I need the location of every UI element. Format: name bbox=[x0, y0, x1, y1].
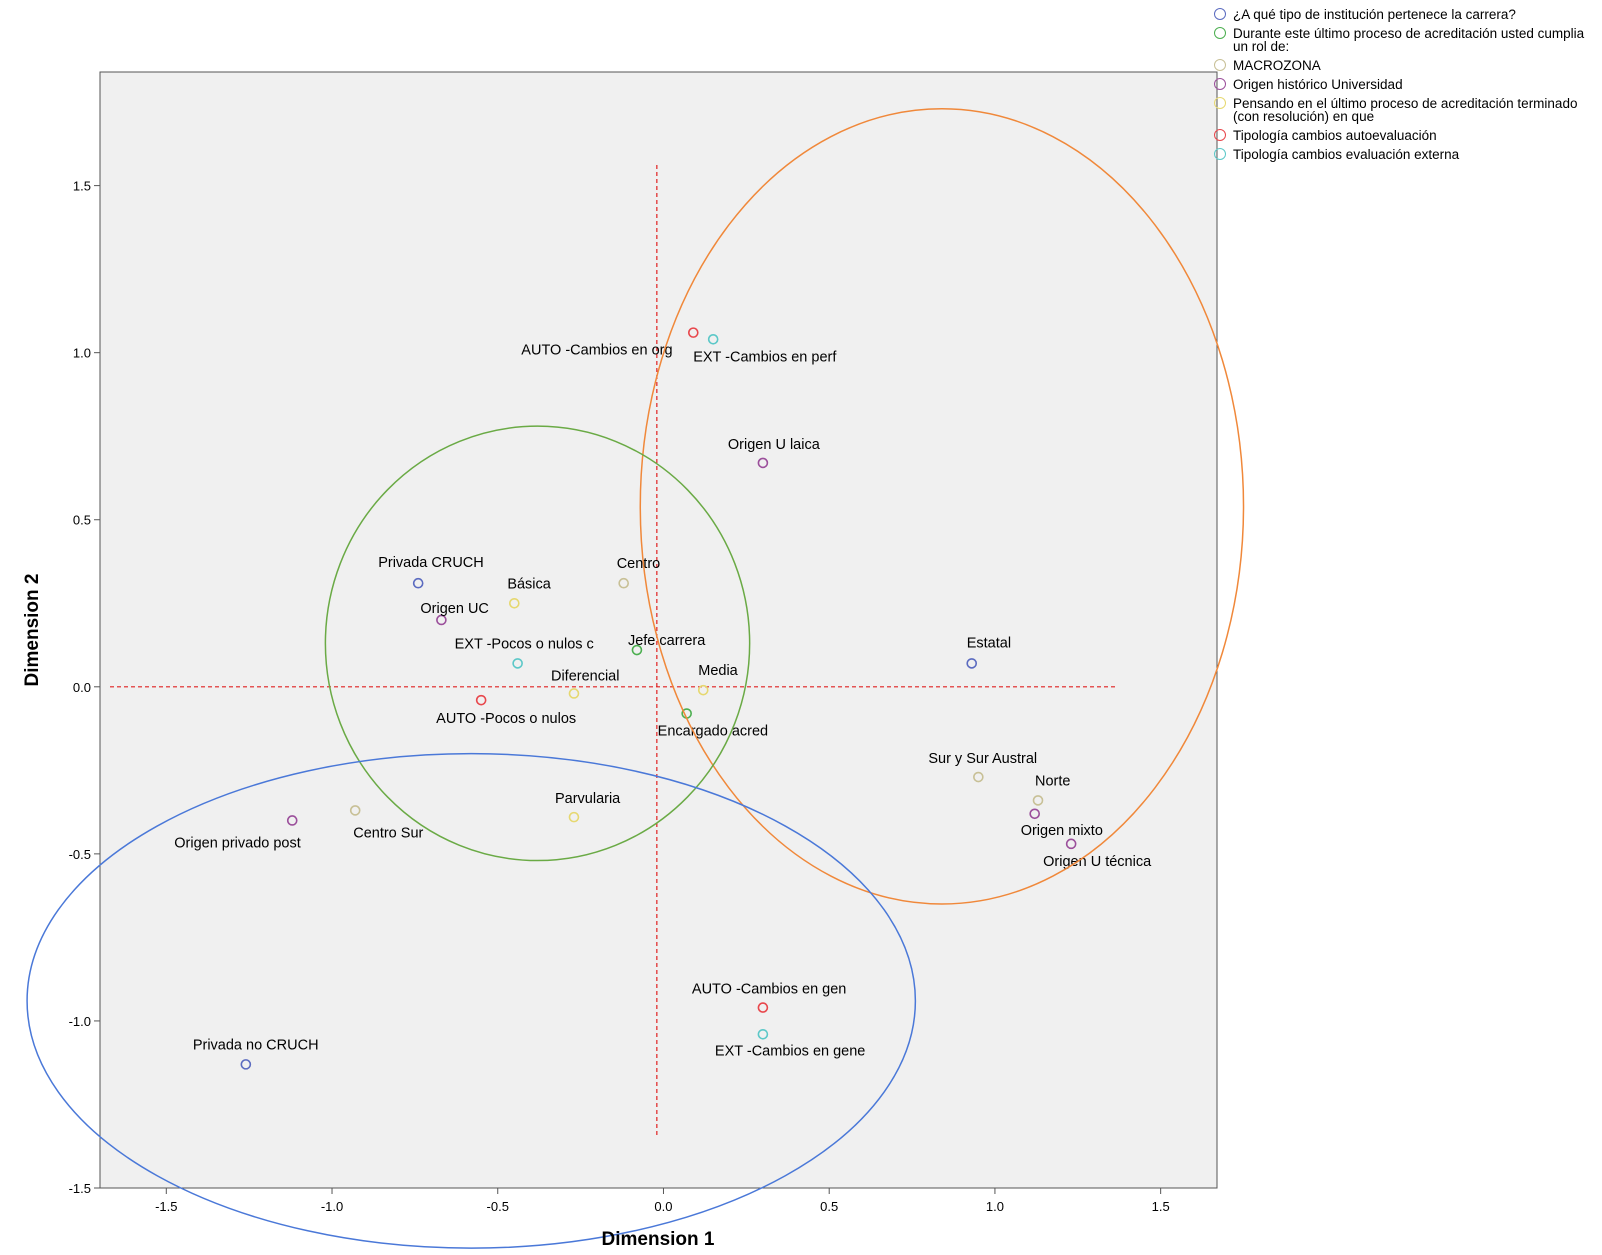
point-marker bbox=[757, 1002, 769, 1013]
point-label: Encargado acred bbox=[658, 724, 768, 740]
point-label: Origen U técnica bbox=[1043, 854, 1152, 870]
point-marker bbox=[1065, 838, 1077, 850]
point-label: EXT -Cambios en gene bbox=[715, 1043, 865, 1059]
y-tick-label: -0.5 bbox=[69, 847, 91, 862]
point-marker bbox=[349, 805, 361, 816]
point-marker bbox=[757, 457, 769, 469]
legend-marker-icon bbox=[1214, 27, 1226, 39]
legend-item: Origen histórico Universidad bbox=[1212, 78, 1600, 91]
point-marker bbox=[412, 577, 424, 589]
legend-item: ¿A qué tipo de institución pertenece la … bbox=[1212, 8, 1600, 21]
legend: ¿A qué tipo de institución pertenece la … bbox=[1212, 8, 1600, 167]
points-layer: Privada CRUCH Estatal Privada no CRUCH Jefe… bbox=[174, 327, 1152, 1070]
point-label: Origen mixto bbox=[1021, 823, 1103, 839]
point-marker bbox=[966, 658, 978, 669]
reference-lines bbox=[110, 165, 1118, 1137]
point-marker bbox=[509, 597, 520, 609]
legend-marker-icon bbox=[1214, 59, 1226, 71]
green-ellipse bbox=[324, 425, 751, 862]
point-marker bbox=[1029, 808, 1041, 820]
point-label: Diferencial bbox=[551, 668, 620, 684]
point-marker bbox=[475, 694, 487, 706]
point-marker bbox=[568, 688, 580, 699]
point-marker bbox=[512, 658, 523, 669]
point-label: AUTO -Cambios en org bbox=[521, 343, 672, 359]
legend-label: MACROZONA bbox=[1233, 58, 1321, 73]
legend-item: Pensando en el último proceso de acredit… bbox=[1212, 97, 1600, 123]
legend-item: Tipología cambios autoevaluación bbox=[1212, 129, 1600, 142]
legend-item: Durante este último proceso de acreditac… bbox=[1212, 27, 1600, 53]
x-tick-label: -1.0 bbox=[321, 1199, 343, 1214]
point-marker bbox=[707, 334, 719, 345]
point-marker bbox=[436, 614, 447, 626]
legend-item: Tipología cambios evaluación externa bbox=[1212, 148, 1600, 161]
legend-marker-icon bbox=[1214, 129, 1226, 141]
point-label: Origen UC bbox=[420, 601, 489, 617]
legend-marker-icon bbox=[1214, 78, 1226, 90]
x-tick-label: -1.5 bbox=[155, 1199, 177, 1214]
point-marker bbox=[286, 815, 298, 826]
x-tick-label: 1.0 bbox=[986, 1199, 1004, 1214]
legend-marker-icon bbox=[1214, 97, 1226, 109]
point-label: AUTO -Cambios en gen bbox=[692, 982, 846, 998]
point-marker bbox=[688, 327, 699, 338]
axis-ticks: -1.5 -1.0 -0.5 0.0 0.5 1.0 1.5 -1.5 -1.0 -0.5 0.0 0… bbox=[69, 179, 1170, 1214]
y-tick-label: 1.5 bbox=[73, 179, 91, 194]
legend-marker-icon bbox=[1214, 148, 1226, 160]
legend-label: Tipología cambios autoevaluación bbox=[1233, 128, 1437, 143]
y-axis-title: Dimension 2 bbox=[22, 574, 43, 687]
x-axis-title: Dimension 1 bbox=[602, 1229, 715, 1250]
point-label: Origen privado post bbox=[174, 835, 301, 851]
blue-ellipse bbox=[26, 752, 917, 1249]
point-label: EXT -Cambios en perf bbox=[693, 349, 837, 365]
point-label: Parvularia bbox=[555, 791, 621, 807]
legend-label: ¿A qué tipo de institución pertenece la … bbox=[1233, 7, 1516, 22]
point-label: Privada no CRUCH bbox=[193, 1037, 319, 1053]
legend-label: Tipología cambios evaluación externa bbox=[1233, 147, 1460, 162]
y-tick-label: -1.0 bbox=[69, 1014, 91, 1029]
point-marker bbox=[757, 1028, 769, 1040]
point-marker bbox=[697, 684, 709, 696]
legend-label: Durante este último proceso de acreditac… bbox=[1233, 26, 1585, 54]
point-marker bbox=[631, 644, 643, 656]
point-label: Centro Sur bbox=[353, 825, 423, 841]
y-tick-label: 0.0 bbox=[73, 680, 91, 695]
legend-label: Pensando en el último proceso de acredit… bbox=[1233, 96, 1578, 124]
ellipses-layer bbox=[26, 108, 1245, 1249]
legend-item: MACROZONA bbox=[1212, 59, 1600, 72]
point-label: Básica bbox=[507, 576, 551, 592]
x-tick-label: 0.0 bbox=[654, 1199, 672, 1214]
point-marker bbox=[1032, 795, 1044, 806]
point-marker bbox=[240, 1059, 252, 1070]
x-tick-label: 1.5 bbox=[1152, 1199, 1170, 1214]
x-tick-label: -0.5 bbox=[487, 1199, 509, 1214]
y-tick-label: -1.5 bbox=[69, 1181, 91, 1196]
point-label: AUTO -Pocos o nulos bbox=[436, 711, 576, 727]
orange-ellipse bbox=[639, 108, 1245, 905]
y-tick-label: 0.5 bbox=[73, 513, 91, 528]
point-marker bbox=[568, 811, 580, 823]
point-label: Origen U laica bbox=[728, 437, 821, 453]
y-tick-label: 1.0 bbox=[73, 346, 91, 361]
point-marker bbox=[973, 771, 984, 783]
point-label: EXT -Pocos o nulos c bbox=[455, 636, 594, 652]
point-label: Norte bbox=[1035, 773, 1070, 789]
legend-marker-icon bbox=[1214, 8, 1226, 20]
legend-label: Origen histórico Universidad bbox=[1233, 77, 1403, 92]
point-label: Privada CRUCH bbox=[378, 555, 484, 571]
x-tick-label: 0.5 bbox=[820, 1199, 838, 1214]
point-marker bbox=[618, 577, 629, 589]
point-label: Centro bbox=[617, 556, 661, 572]
plot-area bbox=[99, 71, 1218, 1189]
point-label: Sur y Sur Austral bbox=[928, 751, 1037, 767]
point-label: Estatal bbox=[967, 635, 1011, 651]
point-label: Media bbox=[698, 663, 738, 679]
point-label: Jefe carrera bbox=[628, 633, 706, 649]
